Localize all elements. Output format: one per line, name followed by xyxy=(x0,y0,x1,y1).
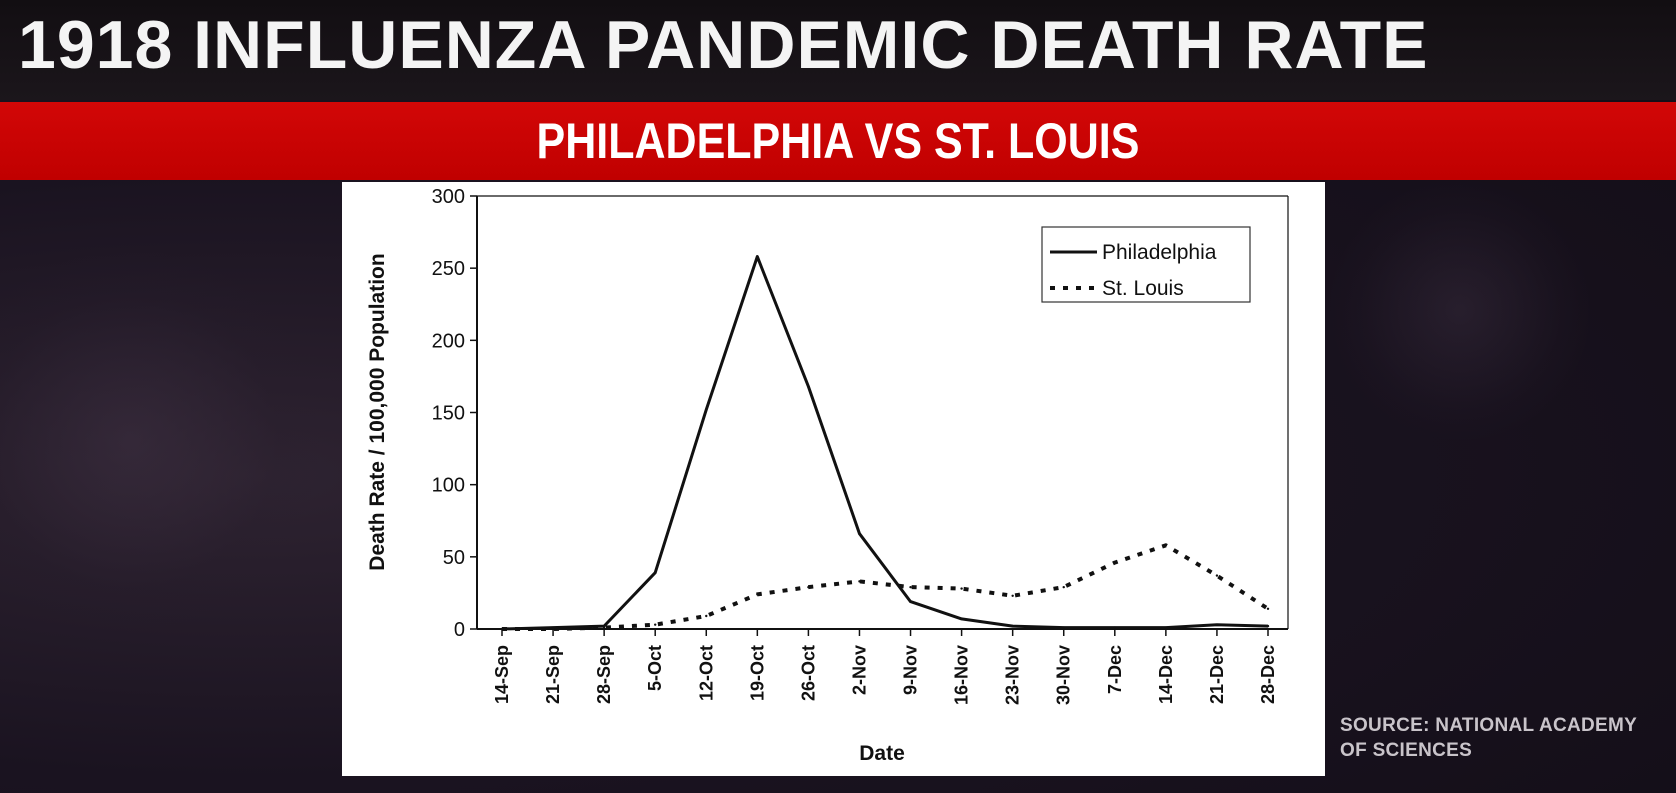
data-point xyxy=(858,580,861,583)
data-point xyxy=(909,600,912,603)
x-tick-label: 9-Nov xyxy=(901,645,921,695)
data-point xyxy=(654,571,657,574)
data-point xyxy=(705,408,708,411)
page-subtitle: PHILADELPHIA VS ST. LOUIS xyxy=(536,113,1140,169)
x-tick-label: 19-Oct xyxy=(747,645,767,701)
y-tick-label: 0 xyxy=(454,619,465,641)
data-point xyxy=(1266,607,1270,610)
data-point xyxy=(1215,574,1219,577)
data-point xyxy=(1164,544,1168,547)
data-point xyxy=(858,532,861,535)
data-point xyxy=(500,627,504,631)
subtitle-bar: PHILADELPHIA VS ST. LOUIS xyxy=(0,102,1676,180)
data-point xyxy=(1113,626,1116,629)
x-axis-ticks: 14-Sep 21-Sep 28-Sep 5-Oct 12-Oct 19-Oct 26-Oc… xyxy=(492,629,1278,705)
source-note: SOURCE: NATIONAL ACADEMY OF SCIENCES xyxy=(1340,713,1670,763)
y-tick-label: 150 xyxy=(432,403,465,425)
series-line-philadelphia xyxy=(501,255,1269,631)
data-point xyxy=(807,385,810,388)
data-point xyxy=(960,587,963,590)
background-virus-graphic xyxy=(0,250,320,630)
data-point xyxy=(1164,626,1168,629)
series-lines xyxy=(500,255,1270,631)
y-tick-label: 300 xyxy=(432,186,465,208)
legend-label-philadelphia: Philadelphia xyxy=(1102,241,1217,264)
data-point xyxy=(1011,624,1014,628)
x-tick-label: 23-Nov xyxy=(1003,645,1023,705)
data-point xyxy=(551,627,555,631)
x-tick-label: 21-Dec xyxy=(1207,645,1227,704)
data-point xyxy=(960,617,963,621)
data-point xyxy=(602,626,606,629)
series-line-st-louis xyxy=(502,543,1270,631)
data-point xyxy=(705,614,708,618)
data-point xyxy=(1113,561,1116,564)
x-tick-label: 14-Dec xyxy=(1156,645,1176,704)
x-tick-label: 28-Dec xyxy=(1258,645,1278,704)
y-tick-label: 250 xyxy=(432,258,465,280)
source-line-1: SOURCE: NATIONAL ACADEMY xyxy=(1340,715,1638,736)
data-point xyxy=(1062,585,1065,589)
chart-panel: 0 50 100 150 200 250 300 14-Sep 21-Sep 28-Sep 5-O… xyxy=(342,182,1325,776)
data-point xyxy=(756,593,759,596)
x-axis-label: Date xyxy=(859,742,905,765)
x-tick-label: 7-Dec xyxy=(1105,645,1125,694)
data-point xyxy=(756,255,759,258)
line-chart: 0 50 100 150 200 250 300 14-Sep 21-Sep 28-Sep 5-O… xyxy=(366,186,1289,765)
x-tick-label: 26-Oct xyxy=(798,645,818,701)
data-point xyxy=(1062,626,1065,629)
x-tick-label: 30-Nov xyxy=(1054,645,1074,705)
y-axis-label: Death Rate / 100,000 Population xyxy=(366,253,389,570)
x-tick-label: 5-Oct xyxy=(645,645,665,691)
x-tick-label: 2-Nov xyxy=(849,645,869,695)
data-point xyxy=(807,585,810,589)
legend-label-st-louis: St. Louis xyxy=(1102,277,1184,300)
x-tick-label: 28-Sep xyxy=(594,645,614,704)
background-virus-graphic xyxy=(1330,180,1590,440)
x-tick-label: 21-Sep xyxy=(543,645,563,704)
data-point xyxy=(1011,594,1014,598)
y-tick-label: 200 xyxy=(432,330,465,352)
legend: Philadelphia St. Louis xyxy=(1041,226,1251,303)
data-point xyxy=(1215,623,1219,626)
title-bar: 1918 INFLUENZA PANDEMIC DEATH RATE xyxy=(0,0,1676,100)
page-title: 1918 INFLUENZA PANDEMIC DEATH RATE xyxy=(18,7,1429,83)
data-point xyxy=(654,623,657,626)
x-tick-label: 16-Nov xyxy=(952,645,972,705)
data-point xyxy=(909,585,912,589)
source-line-2: OF SCIENCES xyxy=(1340,740,1473,761)
y-tick-label: 100 xyxy=(432,475,465,497)
y-tick-label: 50 xyxy=(443,547,465,569)
x-tick-label: 14-Sep xyxy=(492,645,512,704)
y-axis-ticks: 0 50 100 150 200 250 300 xyxy=(432,186,477,641)
data-point xyxy=(1266,624,1270,628)
x-tick-label: 12-Oct xyxy=(696,645,716,701)
